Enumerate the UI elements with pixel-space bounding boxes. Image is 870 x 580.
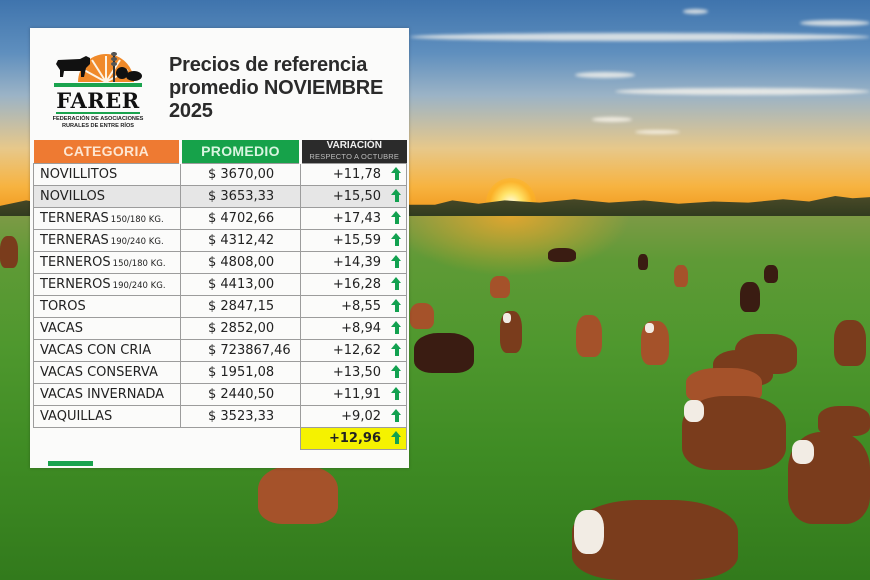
table-row: VAQUILLAS $ 3523,33 +9,02 [33,404,407,428]
arrow-up-icon [391,386,402,400]
table-row: TOROS $ 2847,15 +8,55 [33,294,407,318]
average-price: $ 4413,00 [180,272,301,296]
average-price: $ 3653,33 [180,184,301,208]
arrow-up-icon [391,166,402,180]
category-name: VACAS INVERNADA [40,386,165,402]
table-row: VACAS INVERNADA $ 2440,50 +11,91 [33,382,407,406]
variation-value: +17,43 [332,210,381,226]
table-row: VACAS CONSERVA $ 1951,08 +13,50 [33,360,407,384]
average-price: $ 3670,00 [180,162,301,186]
total-row: +12,96 [34,426,407,450]
table-row: VACAS $ 2852,00 +8,94 [33,316,407,340]
table-row: NOVILLOS $ 3653,33 +15,50 [33,184,407,208]
arrow-up-icon [391,342,402,356]
category-name: TERNEROS [40,276,111,292]
arrow-up-icon [391,364,402,378]
average-price: $ 1951,08 [180,360,301,384]
footer-accent-bar [48,461,93,466]
arrow-up-icon [391,210,402,224]
variation-value: +12,62 [332,342,381,358]
logo-emblem-icon [54,52,142,87]
arrow-up-icon [391,430,402,444]
category-name: NOVILLOS [40,188,105,204]
average-price: $ 4702,66 [180,206,301,230]
arrow-up-icon [391,276,402,290]
variation-value: +8,94 [341,320,381,336]
table-row: NOVILLITOS $ 3670,00 +11,78 [33,162,407,186]
price-table: CATEGORIA PROMEDIO VARIACIÓN RESPECTO A … [33,140,407,450]
category-name: TERNERAS [40,210,109,226]
arrow-up-icon [391,298,402,312]
column-header-average: PROMEDIO [179,140,301,163]
table-row: TERNEROS 150/180 KG. $ 4808,00 +14,39 [33,250,407,274]
average-price: $ 2440,50 [180,382,301,406]
average-price: $ 3523,33 [180,404,301,428]
arrow-up-icon [391,254,402,268]
variation-value: +13,50 [332,364,381,380]
average-price: $ 4808,00 [180,250,301,274]
category-name: VAQUILLAS [40,408,113,424]
average-price: $ 4312,42 [180,228,301,252]
variation-value: +11,91 [332,386,381,402]
arrow-up-icon [391,188,402,202]
average-price: $ 723867,46 [180,338,301,362]
arrow-up-icon [391,232,402,246]
logo-wordmark: FARER [56,88,140,113]
variation-value: +15,59 [332,232,381,248]
farer-logo: FARER FEDERACIÓN DE ASOCIACIONES RURALES… [50,42,146,130]
category-name: VACAS CONSERVA [40,364,158,380]
logo-subtitle: FEDERACIÓN DE ASOCIACIONES RURALES DE EN… [50,112,146,130]
page-title: Precios de referencia promedio NOVIEMBRE… [169,54,384,122]
table-row: VACAS CON CRIA $ 723867,46 +12,62 [33,338,407,362]
variation-value: +9,02 [341,408,381,424]
category-name: TOROS [40,298,86,314]
category-name: TERNEROS [40,254,111,270]
total-variation-value: +12,96 [328,430,381,446]
column-header-category: CATEGORIA [33,140,181,163]
average-price: $ 2847,15 [180,294,301,318]
variation-value: +14,39 [332,254,381,270]
total-variation-cell: +12,96 [300,426,407,450]
arrow-up-icon [391,320,402,334]
price-reference-card: FARER FEDERACIÓN DE ASOCIACIONES RURALES… [30,28,409,468]
variation-value: +11,78 [332,166,381,182]
category-name: VACAS CON CRIA [40,342,152,358]
average-price: $ 2852,00 [180,316,301,340]
table-row: TERNERAS 150/180 KG. $ 4702,66 +17,43 [33,206,407,230]
table-row: TERNEROS 190/240 KG. $ 4413,00 +16,28 [33,272,407,296]
category-name: NOVILLITOS [40,166,118,182]
category-name: TERNERAS [40,232,109,248]
table-row: TERNERAS 190/240 KG. $ 4312,42 +15,59 [33,228,407,252]
arrow-up-icon [391,408,402,422]
column-header-variation: VARIACIÓN RESPECTO A OCTUBRE [299,140,407,163]
variation-value: +8,55 [341,298,381,314]
table-header-row: CATEGORIA PROMEDIO VARIACIÓN RESPECTO A … [33,140,407,163]
variation-value: +15,50 [332,188,381,204]
variation-value: +16,28 [332,276,381,292]
category-name: VACAS [40,320,83,336]
